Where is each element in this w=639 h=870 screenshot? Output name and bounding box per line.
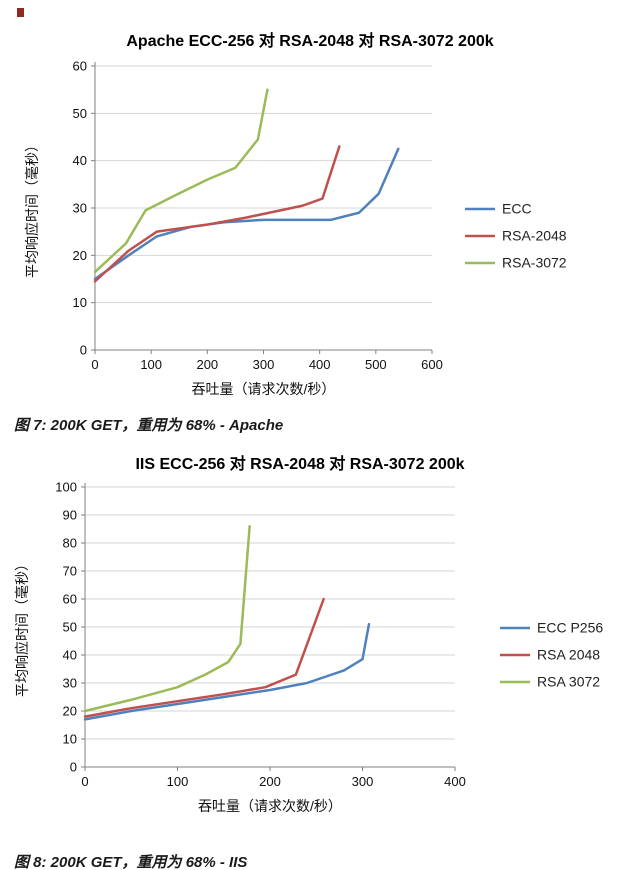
figure-apache: 0 10 20 30 40 50 60 0 100 200 300 400 500 600 Apache E… (14, 31, 567, 434)
svg-text:10: 10 (63, 732, 77, 747)
legend-label-ecc: ECC (502, 201, 532, 217)
chart-title: Apache ECC-256 对 RSA-2048 对 RSA-3072 200… (126, 31, 493, 50)
svg-text:300: 300 (253, 357, 275, 372)
svg-text:50: 50 (63, 620, 77, 635)
legend-label-ecc-p256: ECC P256 (537, 620, 603, 636)
legend-label-rsa-3072: RSA 3072 (537, 674, 600, 690)
svg-text:80: 80 (63, 536, 77, 551)
figure-caption-apache: 图 7: 200K GET，重用为 68% - Apache (14, 417, 284, 434)
svg-text:40: 40 (73, 153, 87, 168)
legend: ECC RSA-2048 RSA-3072 (465, 201, 567, 271)
svg-text:20: 20 (73, 248, 87, 263)
x-axis-label: 吞吐量（请求次数/秒） (192, 381, 336, 397)
tick-marks (91, 65, 433, 354)
svg-text:100: 100 (140, 357, 162, 372)
svg-text:70: 70 (63, 564, 77, 579)
svg-text:400: 400 (444, 774, 466, 789)
svg-text:50: 50 (73, 106, 87, 121)
tick-marks (81, 486, 456, 771)
svg-text:40: 40 (63, 648, 77, 663)
svg-text:90: 90 (63, 508, 77, 523)
iis-chart: 0 10 20 30 40 50 60 70 80 90 100 0 100 200 300 400 IIS E… (14, 454, 603, 814)
svg-text:20: 20 (63, 704, 77, 719)
svg-text:0: 0 (91, 357, 98, 372)
svg-text:30: 30 (73, 201, 87, 216)
svg-text:300: 300 (352, 774, 374, 789)
svg-text:0: 0 (70, 760, 77, 775)
figure-caption-iis: 图 8: 200K GET，重用为 68% - IIS (14, 854, 248, 870)
series-line-rsa-2048 (83, 597, 325, 718)
y-axis-label: 平均响应时间（毫秒） (24, 138, 40, 278)
series-line-ecc (93, 147, 400, 281)
svg-text:0: 0 (80, 343, 87, 358)
axes (84, 483, 455, 768)
svg-text:60: 60 (73, 59, 87, 74)
x-axis-label: 吞吐量（请求次数/秒） (198, 798, 342, 814)
svg-text:500: 500 (365, 357, 387, 372)
legend-label-rsa-2048: RSA 2048 (537, 647, 600, 663)
gridlines (85, 486, 455, 740)
legend-label-rsa-2048: RSA-2048 (502, 228, 567, 244)
svg-text:100: 100 (55, 480, 77, 495)
svg-text:600: 600 (421, 357, 443, 372)
svg-text:400: 400 (309, 357, 331, 372)
y-axis-label: 平均响应时间（毫秒） (14, 557, 30, 697)
svg-text:200: 200 (196, 357, 218, 372)
legend: ECC P256 RSA 2048 RSA 3072 (500, 620, 603, 690)
series-line-ecc-p256 (83, 622, 371, 721)
series-line-rsa-3072 (83, 524, 251, 713)
tick-labels: 0 10 20 30 40 50 60 70 80 90 100 0 100 200 300 400 (55, 480, 466, 790)
svg-text:60: 60 (63, 592, 77, 607)
svg-text:10: 10 (73, 295, 87, 310)
page-marker (17, 8, 24, 17)
svg-text:200: 200 (259, 774, 281, 789)
series-line-rsa-2048 (93, 145, 341, 283)
chart-title: IIS ECC-256 对 RSA-2048 对 RSA-3072 200k (135, 454, 464, 473)
series-line-rsa-3072 (93, 88, 269, 274)
svg-text:0: 0 (81, 774, 88, 789)
legend-label-rsa-3072: RSA-3072 (502, 255, 567, 271)
svg-text:30: 30 (63, 676, 77, 691)
svg-text:100: 100 (167, 774, 189, 789)
figure-iis: 0 10 20 30 40 50 60 70 80 90 100 0 100 200 300 400 IIS E… (0, 445, 639, 870)
